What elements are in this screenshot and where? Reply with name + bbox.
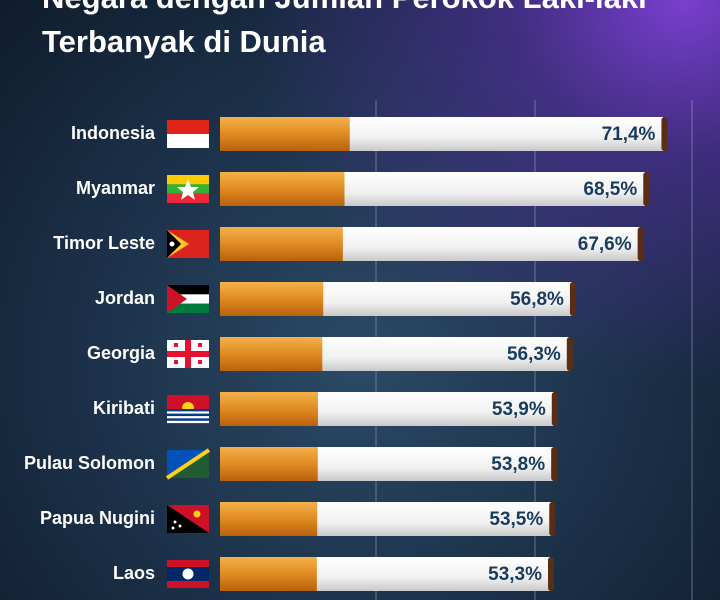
flag xyxy=(167,294,209,304)
flag-icon xyxy=(167,340,209,368)
flag-icon xyxy=(165,448,211,480)
cigarette-filter xyxy=(220,557,317,591)
flag xyxy=(167,409,209,412)
flag-icon xyxy=(167,395,209,424)
cigarette-filter xyxy=(220,502,318,536)
flag xyxy=(167,351,209,357)
flag xyxy=(167,285,209,295)
category-label: Georgia xyxy=(87,343,156,363)
category-label: Laos xyxy=(113,563,155,583)
flag xyxy=(167,416,209,419)
flag xyxy=(198,343,202,347)
value-label: 53,8% xyxy=(491,454,545,475)
cigarette-filter xyxy=(220,117,350,151)
flag-icon xyxy=(167,230,209,258)
value-label: 53,5% xyxy=(489,509,543,530)
cigarette-tip xyxy=(637,227,644,261)
cigarette-filter xyxy=(220,227,343,261)
flag xyxy=(167,285,187,313)
flag xyxy=(193,510,201,518)
value-label: 53,9% xyxy=(492,399,546,420)
flag xyxy=(177,179,199,200)
flag xyxy=(171,526,175,530)
flag xyxy=(167,411,209,414)
flag xyxy=(167,120,209,134)
flag-icon xyxy=(167,175,209,204)
flag xyxy=(167,418,209,421)
row: Kiribati 53,9% xyxy=(93,392,558,426)
flag xyxy=(167,134,209,148)
flag-icon xyxy=(167,560,209,588)
flag-icon xyxy=(167,120,209,148)
cigarette-bar xyxy=(220,392,558,426)
flag xyxy=(174,360,178,364)
chart-title: Negara dengan Jumlah Perokok Laki-laki T… xyxy=(42,0,647,59)
flag xyxy=(167,413,209,417)
cigarette-bar xyxy=(220,557,555,591)
flag xyxy=(169,241,175,247)
row: Myanmar 68,5% xyxy=(76,172,650,206)
cigarette-filter xyxy=(220,392,318,426)
value-label: 68,5% xyxy=(583,179,637,200)
cigarette-filter xyxy=(220,447,318,481)
flag xyxy=(167,420,209,424)
cigarette-bar xyxy=(220,447,558,481)
cigarette-bar xyxy=(220,282,576,316)
category-label: Timor Leste xyxy=(53,233,155,253)
row: Papua Nugini 53,5% xyxy=(40,502,556,536)
flag-icon xyxy=(167,505,209,533)
cigarette-bar xyxy=(220,502,556,536)
cigarette-tip xyxy=(566,337,573,371)
flag xyxy=(167,193,209,204)
flag xyxy=(167,303,209,314)
flag xyxy=(178,524,182,528)
row: Jordan 56,8% xyxy=(95,282,576,316)
category-label: Myanmar xyxy=(76,178,155,198)
category-label: Kiribati xyxy=(93,398,155,418)
cigarette-bar xyxy=(220,172,650,206)
cigarette-bar xyxy=(220,227,644,261)
flag xyxy=(174,343,178,347)
cigarette-tip xyxy=(551,447,558,481)
cigarette-filter xyxy=(220,282,324,316)
row: Timor Leste 67,6% xyxy=(53,227,644,261)
flag xyxy=(182,568,194,580)
category-label: Jordan xyxy=(95,288,155,308)
row: Pulau Solomon 53,8% xyxy=(24,447,558,481)
category-label: Indonesia xyxy=(71,123,156,143)
flag xyxy=(173,520,177,524)
flag xyxy=(167,505,209,533)
cigarette-bar xyxy=(220,117,668,151)
value-label: 53,3% xyxy=(488,564,542,585)
cigarette-tip xyxy=(551,392,558,426)
flag-icon xyxy=(167,285,209,314)
row: Georgia 56,3% xyxy=(87,337,573,371)
value-label: 56,3% xyxy=(507,344,561,365)
cigarette-tip xyxy=(548,557,555,591)
value-label: 71,4% xyxy=(602,124,656,145)
row: Laos 53,3% xyxy=(113,557,555,591)
row: Indonesia 71,4% xyxy=(71,117,668,151)
cigarette-tip xyxy=(569,282,576,316)
category-label: Pulau Solomon xyxy=(24,453,155,473)
cigarette-tip xyxy=(643,172,650,206)
value-label: 67,6% xyxy=(578,234,632,255)
cigarette-filter xyxy=(220,337,323,371)
cigarette-filter xyxy=(220,172,345,206)
cigarette-tip xyxy=(549,502,556,536)
cigarette-bar xyxy=(220,337,573,371)
flag xyxy=(165,448,211,480)
category-label: Papua Nugini xyxy=(40,508,155,528)
value-label: 56,8% xyxy=(510,289,564,310)
cigarette-tip xyxy=(661,117,668,151)
flag xyxy=(198,360,202,364)
